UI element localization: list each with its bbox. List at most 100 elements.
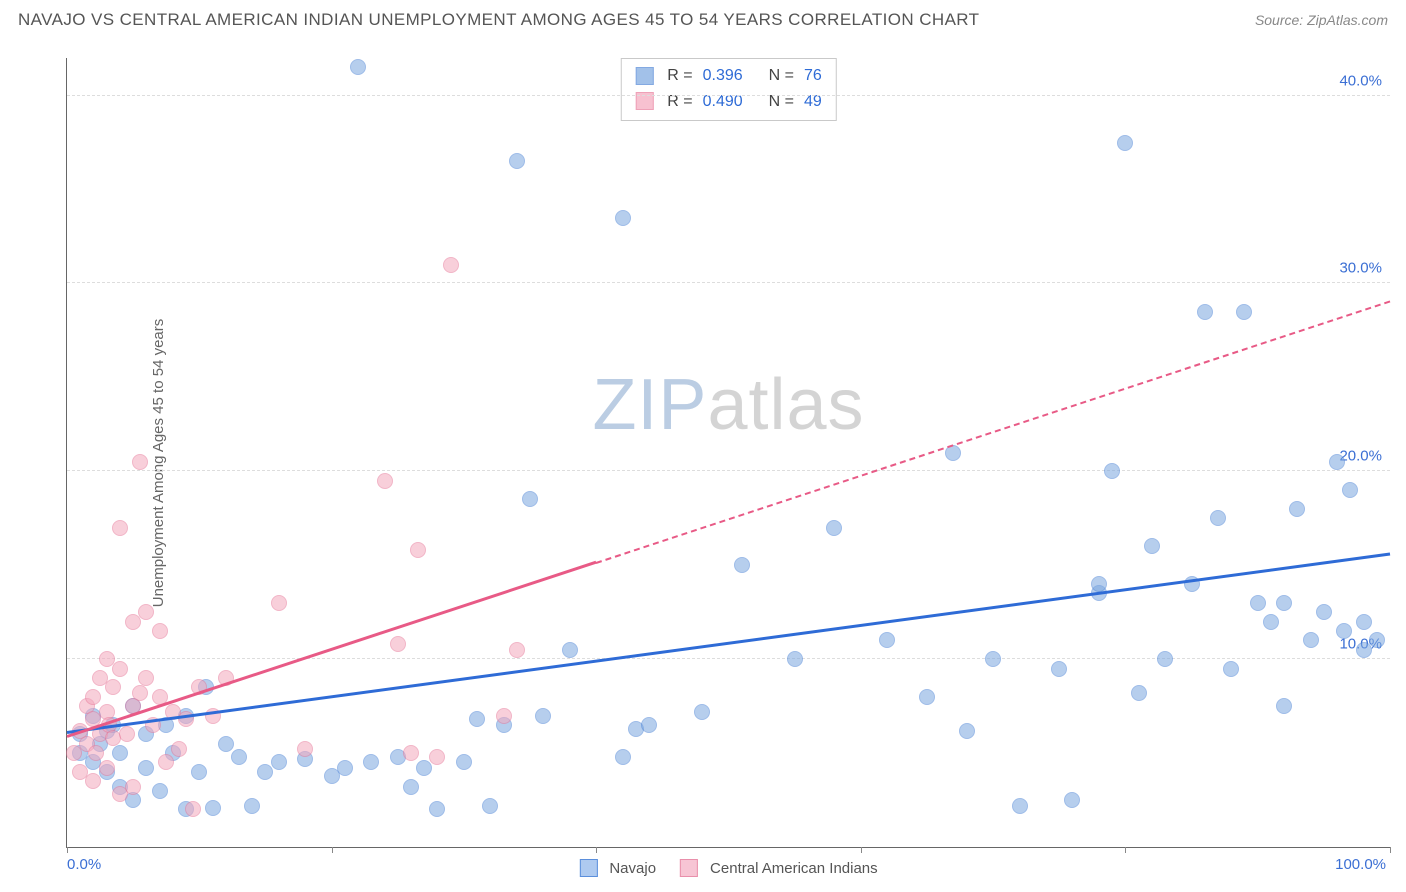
gridline-h xyxy=(67,282,1390,283)
data-point xyxy=(615,210,631,226)
data-point xyxy=(615,749,631,765)
watermark-zip: ZIP xyxy=(592,365,707,445)
data-point xyxy=(403,745,419,761)
data-point xyxy=(191,764,207,780)
legend-label: Navajo xyxy=(609,860,656,877)
y-tick-label: 30.0% xyxy=(1339,260,1382,277)
data-point xyxy=(105,679,121,695)
data-point xyxy=(125,779,141,795)
gridline-h xyxy=(67,95,1390,96)
x-tick xyxy=(1125,847,1126,853)
legend-swatch xyxy=(680,859,698,877)
data-point xyxy=(1144,538,1160,554)
data-point xyxy=(482,798,498,814)
data-point xyxy=(919,689,935,705)
data-point xyxy=(112,520,128,536)
chart-title: NAVAJO VS CENTRAL AMERICAN INDIAN UNEMPL… xyxy=(18,10,979,30)
data-point xyxy=(535,708,551,724)
gridline-h xyxy=(67,470,1390,471)
stats-r-value: 0.396 xyxy=(703,63,759,89)
data-point xyxy=(218,736,234,752)
data-point xyxy=(231,749,247,765)
data-point xyxy=(138,670,154,686)
data-point xyxy=(1197,304,1213,320)
data-point xyxy=(826,520,842,536)
x-tick xyxy=(861,847,862,853)
data-point xyxy=(112,745,128,761)
data-point xyxy=(456,754,472,770)
stats-r-label: R = xyxy=(667,89,692,115)
data-point xyxy=(787,651,803,667)
data-point xyxy=(337,760,353,776)
data-point xyxy=(132,685,148,701)
data-point xyxy=(1263,614,1279,630)
x-tick-label: 0.0% xyxy=(67,856,101,873)
data-point xyxy=(429,749,445,765)
x-tick xyxy=(596,847,597,853)
data-point xyxy=(694,704,710,720)
legend-label: Central American Indians xyxy=(710,860,878,877)
data-point xyxy=(1336,623,1352,639)
data-point xyxy=(429,801,445,817)
data-point xyxy=(152,783,168,799)
data-point xyxy=(119,726,135,742)
data-point xyxy=(1342,482,1358,498)
data-point xyxy=(1329,454,1345,470)
watermark: ZIPatlas xyxy=(592,364,864,446)
data-point xyxy=(959,723,975,739)
stats-r-value: 0.490 xyxy=(703,89,759,115)
data-point xyxy=(132,454,148,470)
data-point xyxy=(205,800,221,816)
data-point xyxy=(88,745,104,761)
x-tick xyxy=(67,847,68,853)
data-point xyxy=(390,636,406,652)
chart-header: NAVAJO VS CENTRAL AMERICAN INDIAN UNEMPL… xyxy=(0,0,1406,36)
data-point xyxy=(403,779,419,795)
x-tick-label: 100.0% xyxy=(1335,856,1386,873)
legend-item: Central American Indians xyxy=(680,859,878,877)
legend-swatch xyxy=(579,859,597,877)
data-point xyxy=(1250,595,1266,611)
x-tick xyxy=(1390,847,1391,853)
plot-region: ZIPatlas R =0.396N =76R =0.490N =49 Nava… xyxy=(66,58,1390,848)
data-point xyxy=(734,557,750,573)
data-point xyxy=(377,473,393,489)
stats-n-label: N = xyxy=(769,63,794,89)
stats-n-label: N = xyxy=(769,89,794,115)
data-point xyxy=(1369,632,1385,648)
chart-source: Source: ZipAtlas.com xyxy=(1255,12,1388,28)
data-point xyxy=(185,801,201,817)
data-point xyxy=(1210,510,1226,526)
data-point xyxy=(297,741,313,757)
stats-row: R =0.396N =76 xyxy=(635,63,821,89)
data-point xyxy=(1356,614,1372,630)
stats-box: R =0.396N =76R =0.490N =49 xyxy=(620,58,836,121)
data-point xyxy=(641,717,657,733)
data-point xyxy=(271,595,287,611)
stats-row: R =0.490N =49 xyxy=(635,89,821,115)
data-point xyxy=(85,773,101,789)
data-point xyxy=(416,760,432,776)
data-point xyxy=(509,642,525,658)
data-point xyxy=(1131,685,1147,701)
data-point xyxy=(85,689,101,705)
data-point xyxy=(171,741,187,757)
data-point xyxy=(410,542,426,558)
series-swatch xyxy=(635,67,653,85)
data-point xyxy=(1223,661,1239,677)
data-point xyxy=(1289,501,1305,517)
data-point xyxy=(443,257,459,273)
data-point xyxy=(1051,661,1067,677)
chart-area: Unemployment Among Ages 45 to 54 years Z… xyxy=(18,44,1396,882)
data-point xyxy=(1303,632,1319,648)
stats-r-label: R = xyxy=(667,63,692,89)
data-point xyxy=(152,623,168,639)
data-point xyxy=(1157,651,1173,667)
data-point xyxy=(138,604,154,620)
data-point xyxy=(271,754,287,770)
gridline-h xyxy=(67,658,1390,659)
data-point xyxy=(350,59,366,75)
data-point xyxy=(1117,135,1133,151)
data-point xyxy=(509,153,525,169)
data-point xyxy=(1012,798,1028,814)
